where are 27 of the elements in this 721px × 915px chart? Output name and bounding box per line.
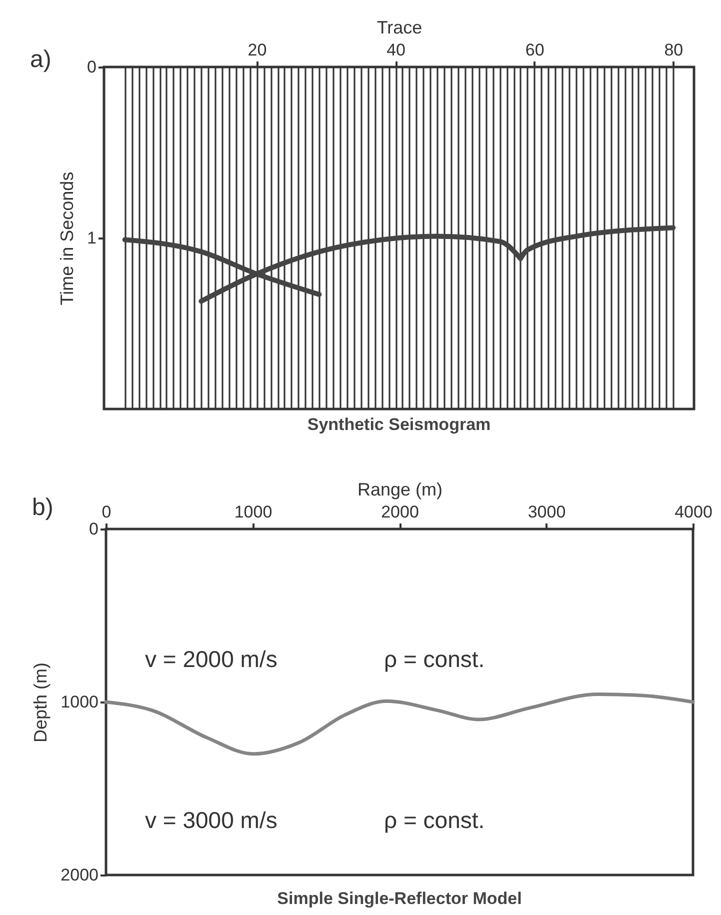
annotation: ρ = const. — [384, 646, 485, 672]
x-tick-label: 60 — [525, 40, 544, 60]
y-axis-title: Depth (m) — [30, 662, 51, 743]
x-axis-title: Trace — [376, 18, 422, 38]
text: a) — [30, 46, 52, 73]
text: Synthetic Seismogram — [307, 415, 491, 434]
x-tick-label: 3000 — [528, 502, 566, 522]
x-tick-label: 4000 — [674, 502, 712, 522]
y-tick-label: 1 — [87, 228, 96, 248]
x-tick-label: 0 — [102, 502, 112, 522]
x-tick-label: 1000 — [234, 502, 272, 522]
x-axis-title: Range (m) — [357, 480, 443, 500]
annotation: ρ = const. — [384, 807, 485, 833]
x-tick-label: 80 — [664, 40, 684, 60]
y-tick-label: 1000 — [60, 692, 98, 712]
y-tick-label: 0 — [89, 520, 98, 538]
text: Simple Single-Reflector Model — [277, 889, 522, 908]
annotation: v = 3000 m/s — [145, 807, 278, 833]
x-tick-label: 40 — [386, 40, 406, 60]
x-tick-label: 2000 — [381, 502, 419, 522]
line-series — [104, 692, 695, 756]
text: b) — [32, 494, 54, 521]
y-tick-label: 0 — [87, 58, 96, 76]
y-axis-title: Time in Seconds — [57, 172, 78, 306]
x-tick-label: 20 — [248, 40, 267, 60]
y-tick-label: 2000 — [60, 866, 98, 884]
annotation: v = 2000 m/s — [145, 646, 278, 672]
